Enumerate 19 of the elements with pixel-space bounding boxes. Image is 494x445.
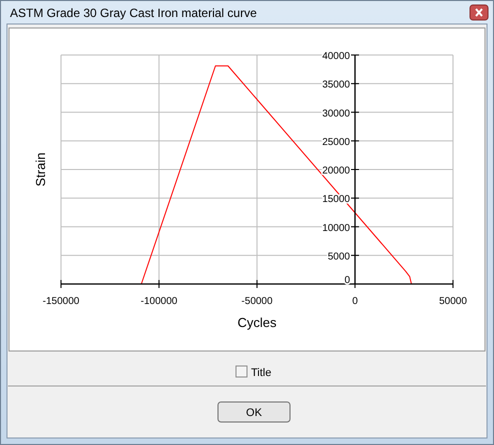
line-series xyxy=(140,65,412,284)
y-tick-label: 40000 xyxy=(322,51,350,62)
y-tick-label: 5000 xyxy=(328,251,350,262)
x-tick-label: -100000 xyxy=(140,296,178,307)
y-tick-label: 10000 xyxy=(322,222,350,234)
y-tick-label: 25000 xyxy=(322,136,350,148)
x-tick-label: 0 xyxy=(352,296,358,307)
y-tick-label: 0 xyxy=(344,275,350,286)
x-tick-label: -150000 xyxy=(42,296,80,307)
y-tick-label: 35000 xyxy=(322,80,350,91)
text: OK xyxy=(246,407,263,419)
y-tick-label: 30000 xyxy=(322,108,350,120)
y-tick-label: 20000 xyxy=(322,166,350,176)
x-tick-label: -50000 xyxy=(241,296,274,307)
x-tick-label: 50000 xyxy=(439,296,468,307)
chart-title: ASTM Grade 30 Gray Cast Iron material curve xyxy=(10,6,258,20)
x-axis-title: Cycles xyxy=(237,315,277,330)
text: Title xyxy=(251,367,272,379)
y-axis-title: Strain xyxy=(33,152,48,186)
